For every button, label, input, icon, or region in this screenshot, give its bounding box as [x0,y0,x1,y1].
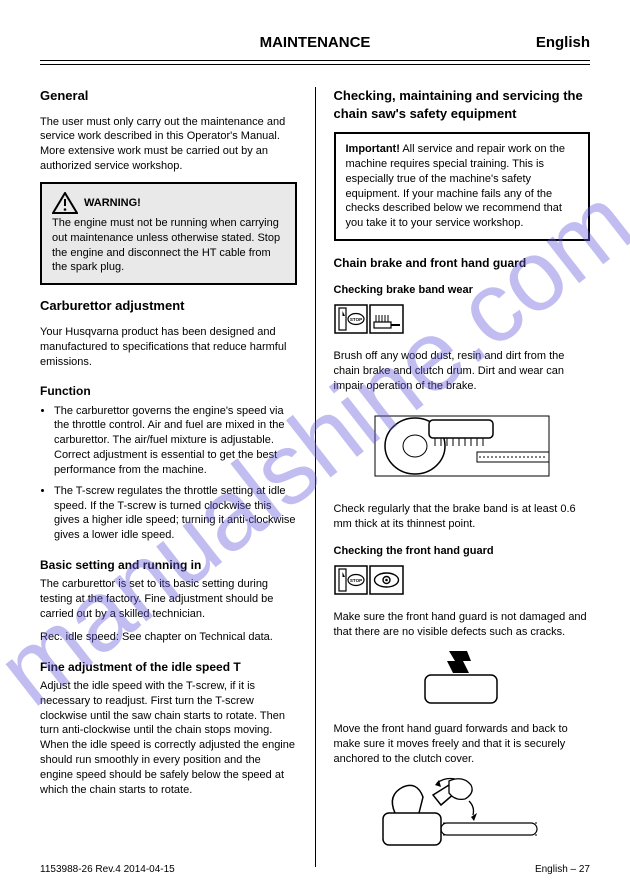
hand-guard-inspect-illustration [334,647,591,714]
hand-guard-move-illustration [334,775,591,862]
stop-eye-icon: STOP [334,565,404,595]
footer-pagenum: English – 27 [535,864,590,875]
header-rule-1 [40,60,590,61]
brake-band-text2: Check regularly that the brake band is a… [334,502,591,532]
function-heading: Function [40,383,297,399]
page-footer: 1153988-26 Rev.4 2014-04-15 English – 27 [40,864,590,875]
hand-guard-text1: Make sure the front hand guard is not da… [334,610,591,640]
manual-page: manualshine.com MAINTENANCE English Gene… [0,0,630,893]
important-box: Important! All service and repair work o… [334,132,591,241]
clutch-drum-illustration [334,402,591,495]
header-language: English [536,34,590,51]
chain-brake-heading: Chain brake and front hand guard [334,255,591,271]
warning-label: WARNING! [84,196,141,211]
stop-eye-icons: STOP [334,565,591,600]
function-item: The T-screw regulates the throttle setti… [54,484,297,543]
hand-guard-text2: Move the front hand guard forwards and b… [334,722,591,767]
stop-brush-icons: STOP [334,304,591,339]
idle-speed-line: Rec. idle speed: See chapter on Technica… [40,630,297,645]
idle-speed-value: See chapter on Technical data. [122,631,273,643]
hand-guard-heading: Checking the front hand guard [334,544,591,559]
right-column: Checking, maintaining and servicing the … [316,87,591,867]
important-label: Important! [346,143,400,155]
content-columns: General The user must only carry out the… [40,87,590,867]
idle-fine-heading: Fine adjustment of the idle speed T [40,659,297,675]
stop-brush-icon: STOP [334,304,404,334]
brake-band-text1: Brush off any wood dust, resin and dirt … [334,349,591,394]
carb-heading: Carburettor adjustment [40,297,297,315]
idle-speed-label: Rec. idle speed: [40,631,119,643]
important-text: All service and repair work on the machi… [346,143,565,229]
idle-fine-text: Adjust the idle speed with the T-screw, … [40,679,297,798]
header-rule-2 [40,64,590,65]
basic-setting-text: The carburettor is set to its basic sett… [40,577,297,622]
svg-text:STOP: STOP [349,578,361,583]
function-list: The carburettor governs the engine's spe… [40,404,297,544]
general-intro: The user must only carry out the mainten… [40,115,297,174]
left-column: General The user must only carry out the… [40,87,315,867]
brake-band-heading: Checking brake band wear [334,283,591,298]
basic-setting-heading: Basic setting and running in [40,557,297,573]
footer-revision: 1153988-26 Rev.4 2014-04-15 [40,864,175,875]
page-header: MAINTENANCE English [40,34,590,58]
warning-text: The engine must not be running when carr… [52,216,285,275]
carb-intro: Your Husqvarna product has been designed… [40,325,297,370]
warning-box: WARNING! The engine must not be running … [40,182,297,285]
header-title: MAINTENANCE [40,34,590,51]
general-heading: General [40,87,297,105]
safety-heading: Checking, maintaining and servicing the … [334,87,591,122]
warning-header: WARNING! [52,192,285,214]
function-item: The carburettor governs the engine's spe… [54,404,297,478]
warning-triangle-icon [52,192,78,214]
svg-text:STOP: STOP [349,317,361,322]
